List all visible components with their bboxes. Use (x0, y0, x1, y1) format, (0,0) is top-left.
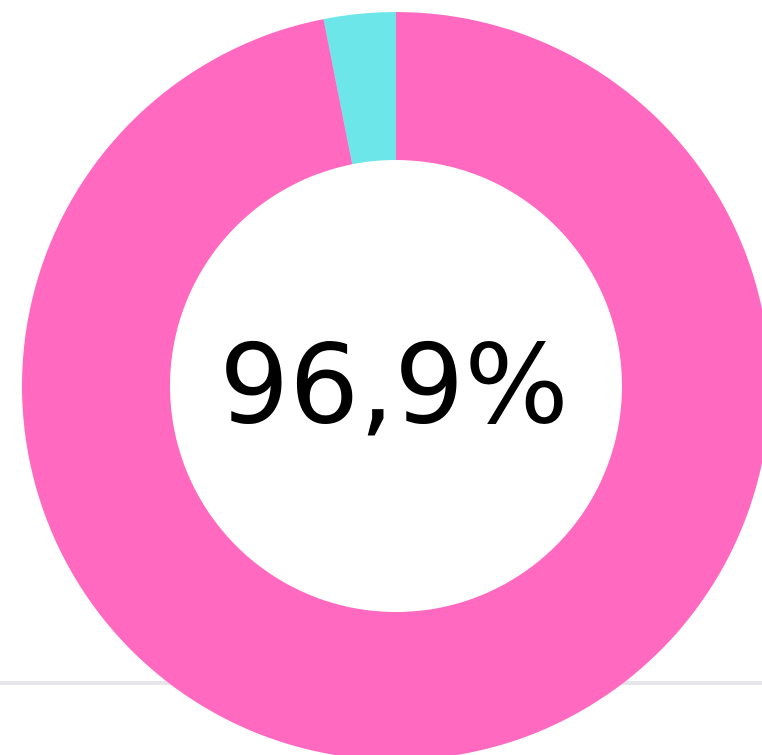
donut (22, 12, 762, 755)
donut-slice (22, 12, 762, 755)
center-label: 96,9% (219, 320, 568, 448)
donut-slice (323, 12, 396, 165)
